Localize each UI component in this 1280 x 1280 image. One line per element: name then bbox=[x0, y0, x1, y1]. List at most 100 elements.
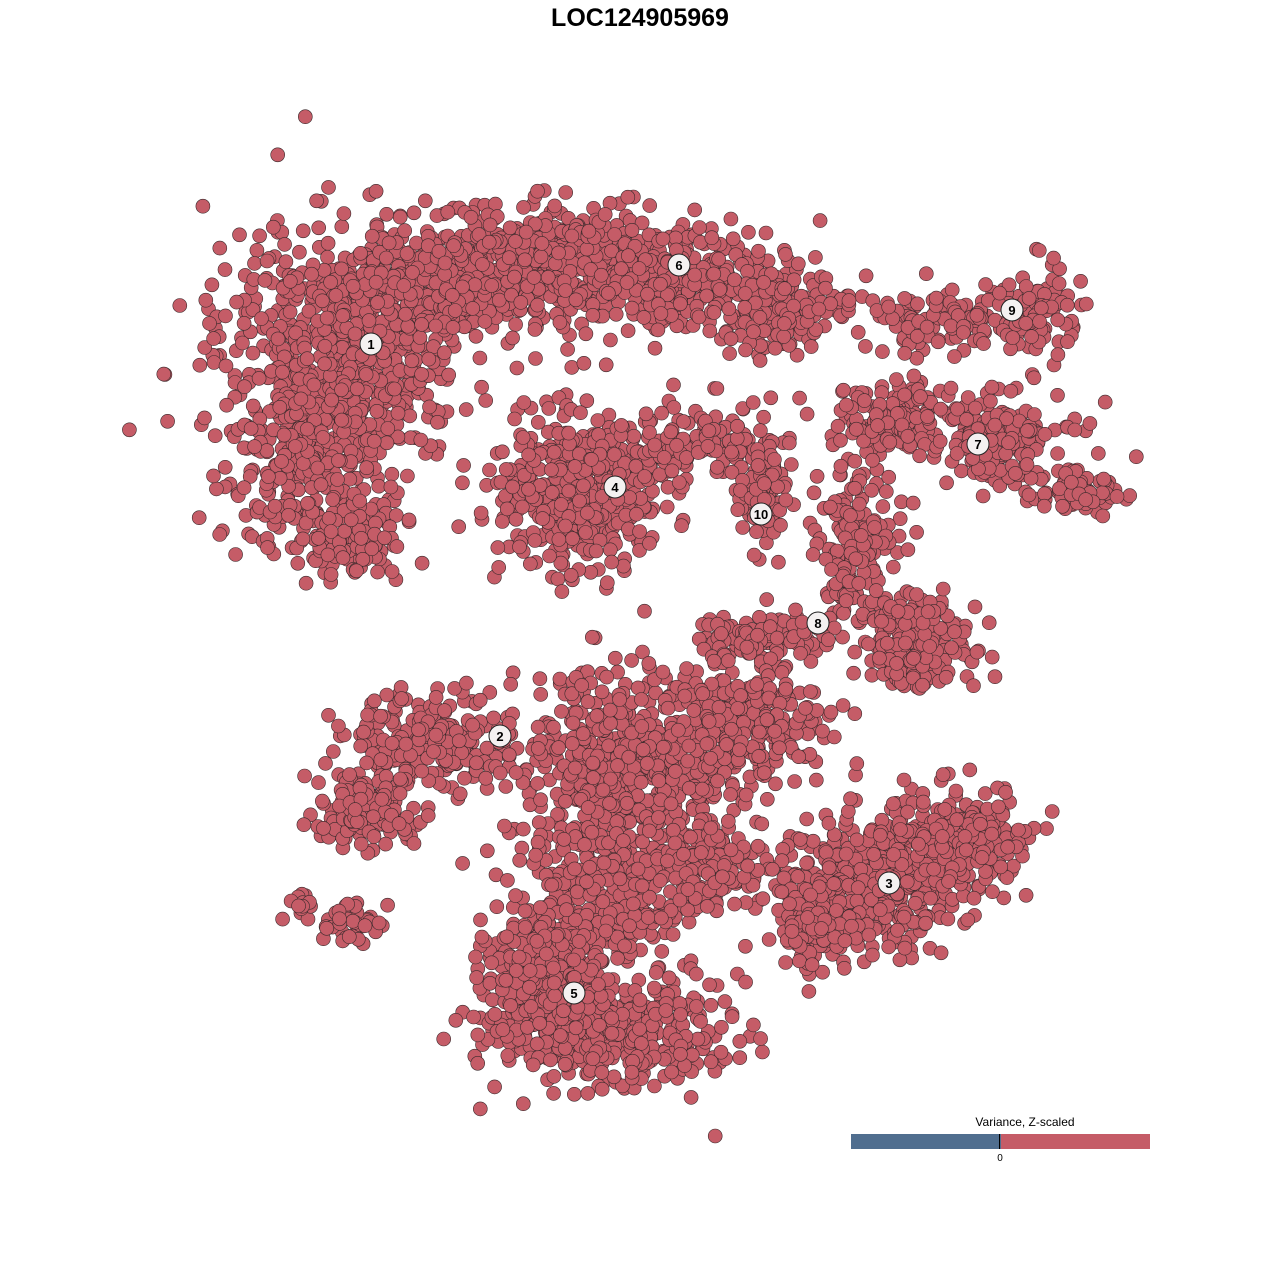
data-point bbox=[247, 256, 262, 271]
data-point bbox=[920, 604, 936, 620]
data-point bbox=[897, 291, 912, 306]
data-point bbox=[853, 528, 869, 543]
data-point bbox=[541, 401, 557, 416]
data-point bbox=[811, 301, 827, 317]
data-point bbox=[379, 435, 395, 451]
data-point bbox=[759, 791, 775, 807]
data-point bbox=[620, 323, 636, 339]
data-point bbox=[626, 428, 642, 444]
data-point bbox=[857, 393, 872, 408]
data-point bbox=[384, 466, 400, 482]
data-point bbox=[1021, 487, 1037, 503]
data-point bbox=[576, 478, 591, 494]
data-point bbox=[533, 687, 549, 702]
data-point bbox=[335, 550, 351, 566]
chart-title: LOC124905969 bbox=[551, 4, 729, 32]
data-point bbox=[197, 410, 212, 426]
data-point bbox=[865, 452, 880, 468]
data-point bbox=[898, 635, 913, 651]
data-point bbox=[160, 413, 175, 429]
data-point bbox=[518, 224, 534, 240]
data-point bbox=[507, 411, 522, 427]
data-point bbox=[724, 444, 739, 460]
data-point bbox=[406, 205, 422, 221]
data-point bbox=[906, 368, 922, 384]
data-point bbox=[502, 220, 518, 236]
data-point bbox=[585, 307, 601, 323]
data-point bbox=[369, 403, 385, 419]
data-point bbox=[568, 292, 584, 308]
data-point bbox=[343, 512, 359, 528]
data-point bbox=[365, 809, 381, 825]
data-point bbox=[267, 498, 283, 514]
data-point bbox=[265, 219, 281, 235]
data-point bbox=[879, 635, 895, 651]
data-point bbox=[836, 382, 851, 398]
data-point bbox=[933, 401, 948, 417]
data-point bbox=[597, 207, 613, 222]
data-point bbox=[619, 275, 635, 290]
data-point bbox=[287, 439, 303, 454]
data-point bbox=[320, 235, 336, 251]
data-point bbox=[517, 252, 533, 268]
data-point bbox=[594, 684, 610, 700]
data-point bbox=[521, 481, 536, 497]
data-point bbox=[336, 206, 352, 221]
data-point bbox=[598, 357, 614, 373]
data-point bbox=[647, 340, 663, 356]
data-point bbox=[311, 530, 326, 546]
data-point bbox=[477, 314, 493, 329]
data-point bbox=[809, 468, 825, 484]
data-point bbox=[870, 418, 885, 433]
data-point bbox=[669, 438, 685, 453]
data-point bbox=[1078, 492, 1093, 507]
data-point bbox=[756, 409, 771, 425]
data-point bbox=[516, 200, 531, 215]
data-point bbox=[918, 266, 934, 282]
data-point bbox=[469, 755, 484, 771]
data-point bbox=[381, 235, 397, 251]
data-point bbox=[374, 791, 390, 807]
data-point bbox=[551, 532, 567, 547]
data-point bbox=[978, 277, 993, 292]
data-point bbox=[966, 678, 981, 694]
data-point bbox=[411, 722, 426, 738]
data-point bbox=[561, 425, 577, 441]
data-point bbox=[1091, 446, 1106, 461]
data-point bbox=[943, 380, 959, 396]
data-point bbox=[1024, 329, 1039, 344]
data-point bbox=[360, 707, 375, 723]
data-point bbox=[912, 448, 927, 464]
data-point bbox=[349, 563, 364, 579]
data-point bbox=[553, 497, 569, 512]
data-point bbox=[359, 460, 374, 476]
data-point bbox=[323, 274, 338, 290]
data-point bbox=[741, 225, 756, 240]
data-point bbox=[792, 390, 807, 406]
data-point bbox=[767, 340, 783, 356]
data-point bbox=[642, 425, 657, 440]
data-point bbox=[195, 198, 211, 214]
data-point bbox=[364, 228, 380, 244]
data-point bbox=[564, 228, 580, 244]
data-point bbox=[467, 277, 483, 293]
data-point bbox=[727, 272, 742, 288]
data-point bbox=[1051, 276, 1067, 291]
data-point bbox=[861, 636, 876, 652]
data-point bbox=[558, 518, 573, 534]
data-point bbox=[749, 524, 764, 540]
data-point bbox=[379, 207, 394, 222]
data-point bbox=[384, 564, 400, 579]
data-point bbox=[653, 276, 668, 292]
data-point bbox=[405, 265, 420, 280]
data-point bbox=[334, 382, 349, 398]
data-point bbox=[620, 189, 636, 205]
data-point bbox=[370, 564, 385, 580]
data-point bbox=[400, 468, 415, 484]
data-point bbox=[709, 381, 725, 396]
data-point bbox=[702, 323, 718, 339]
data-point bbox=[723, 211, 739, 227]
data-point bbox=[567, 760, 583, 776]
data-point bbox=[867, 520, 882, 535]
data-point bbox=[353, 530, 369, 546]
